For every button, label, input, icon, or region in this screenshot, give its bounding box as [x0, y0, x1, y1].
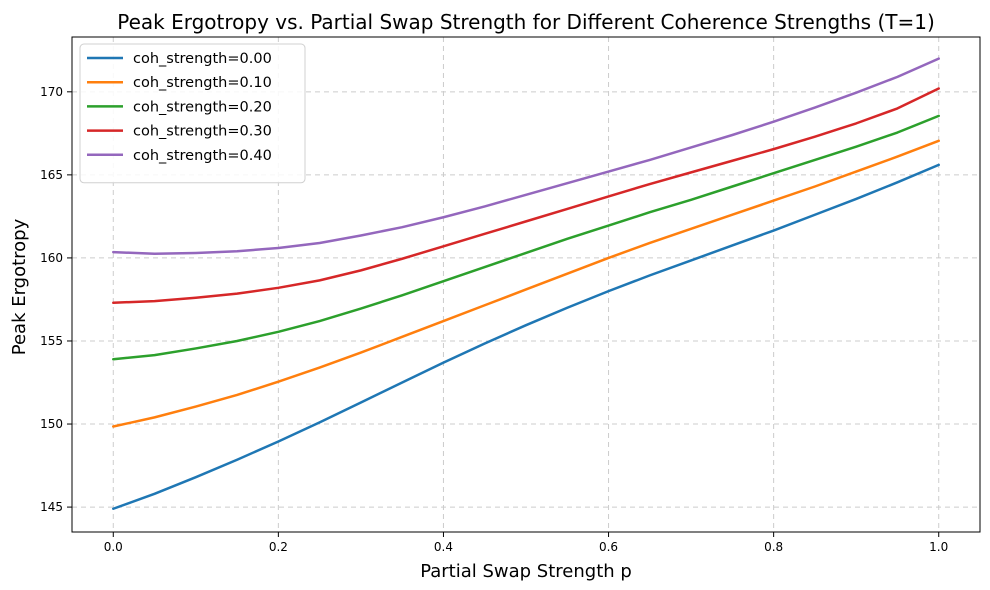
legend-label-4: coh_strength=0.40 [133, 148, 272, 164]
legend-box [79, 43, 306, 184]
legend-label-3: coh_strength=0.30 [133, 124, 272, 140]
series-line-0 [112, 163, 940, 510]
series-line-3 [112, 87, 940, 305]
plot-frame [71, 36, 981, 533]
legend-label-1: coh_strength=0.10 [133, 75, 272, 91]
y-tick-label: 170 [40, 85, 63, 99]
legend-label-2: coh_strength=0.20 [133, 99, 272, 115]
y-tick-label: 150 [40, 417, 63, 431]
x-tick-label: 0.4 [434, 540, 453, 554]
y-tick-label: 145 [40, 500, 63, 514]
series-line-1 [112, 139, 940, 428]
y-tick-label: 155 [40, 334, 63, 348]
series-line-2 [112, 114, 940, 361]
y-tick-label: 160 [40, 251, 63, 265]
x-tick-label: 1.0 [929, 540, 948, 554]
series-lines [112, 57, 940, 510]
x-tick-label: 0.2 [269, 540, 288, 554]
legend: coh_strength=0.00 coh_strength=0.10 coh_st… [79, 43, 306, 184]
y-axis-label: Peak Ergotropy [9, 218, 30, 355]
x-tick-label: 0.8 [764, 540, 783, 554]
chart-title: Peak Ergotropy vs. Partial Swap Strength… [117, 10, 935, 34]
x-axis-label: Partial Swap Strength p [420, 561, 632, 582]
x-tick-label: 0.6 [599, 540, 618, 554]
y-tick-label: 165 [40, 168, 63, 182]
legend-label-0: coh_strength=0.00 [133, 51, 272, 67]
series-line-4 [112, 57, 940, 256]
y-axis-ticks: 145 150 155 160 165 170 [40, 85, 72, 514]
x-tick-label: 0.0 [104, 540, 123, 554]
x-axis-ticks: 0.0 0.2 0.4 0.6 0.8 1.0 [104, 532, 948, 554]
